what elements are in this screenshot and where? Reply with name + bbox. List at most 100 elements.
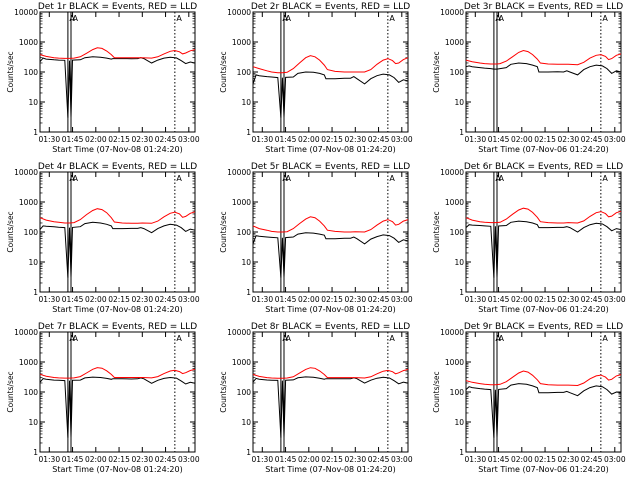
y-tick-label: 100 xyxy=(24,388,39,397)
x-axis-label: Start Time (07-Nov-08 01:24:20) xyxy=(265,465,395,474)
chart-title: Det 8r BLACK = Events, RED = LLD xyxy=(251,322,410,332)
y-tick-label: 1 xyxy=(246,448,251,457)
events-series-line xyxy=(465,383,622,438)
attenuator-marker: A xyxy=(495,14,501,23)
attenuator-marker: A xyxy=(282,14,288,23)
y-tick-label: 10000 xyxy=(227,8,251,17)
x-tick-label: 02:15 xyxy=(534,135,556,144)
attenuator-marker: A xyxy=(495,174,501,183)
x-axis-label: Start Time (07-Nov-08 01:24:20) xyxy=(52,465,182,474)
x-tick-label: 01:30 xyxy=(251,135,273,144)
x-tick-label: 02:00 xyxy=(298,135,320,144)
x-tick-label: 02:30 xyxy=(131,295,153,304)
attenuator-marker: A xyxy=(73,174,79,183)
x-tick-label: 02:45 xyxy=(581,455,603,464)
y-axis-label: Counts/sec xyxy=(432,211,441,252)
x-tick-label: 02:00 xyxy=(85,455,107,464)
y-tick-label: 10 xyxy=(241,418,251,427)
y-tick-label: 1000 xyxy=(445,38,464,47)
x-axis-label: Start Time (07-Nov-08 01:24:20) xyxy=(265,305,395,314)
x-tick-label: 03:00 xyxy=(604,135,626,144)
attenuator-marker: A xyxy=(69,174,75,183)
x-tick-label: 01:45 xyxy=(62,455,84,464)
attenuator-marker: A xyxy=(69,334,75,343)
x-tick-label: 02:45 xyxy=(155,135,177,144)
y-tick-label: 1 xyxy=(33,448,38,457)
y-tick-label: 10000 xyxy=(14,328,38,337)
chart-title: Det 4r BLACK = Events, RED = LLD xyxy=(38,162,197,172)
y-tick-label: 100 xyxy=(450,68,465,77)
x-tick-label: 02:15 xyxy=(534,295,556,304)
x-tick-label: 02:45 xyxy=(155,295,177,304)
lld-series-line xyxy=(465,49,622,66)
events-series-line xyxy=(39,56,196,118)
attenuator-marker: A xyxy=(495,334,501,343)
attenuator-marker: A xyxy=(602,174,608,183)
y-tick-label: 1 xyxy=(33,288,38,297)
events-series-line xyxy=(465,220,622,278)
y-tick-label: 100 xyxy=(237,228,252,237)
attenuator-marker: A xyxy=(602,334,608,343)
x-tick-label: 03:00 xyxy=(178,135,200,144)
y-tick-label: 10 xyxy=(28,418,38,427)
x-tick-label: 03:00 xyxy=(391,295,413,304)
attenuator-marker: A xyxy=(499,334,505,343)
chart-title: Det 3r BLACK = Events, RED = LLD xyxy=(464,2,623,12)
y-tick-label: 100 xyxy=(237,388,252,397)
chart-panel: Det 7r BLACK = Events, RED = LLD 1 10 100 10… xyxy=(6,322,200,474)
attenuator-marker: A xyxy=(286,14,292,23)
x-tick-label: 03:00 xyxy=(391,455,413,464)
y-tick-label: 1000 xyxy=(19,198,38,207)
x-tick-label: 02:30 xyxy=(131,135,153,144)
attenuator-marker: A xyxy=(176,174,182,183)
x-tick-label: 02:15 xyxy=(321,135,343,144)
x-tick-label: 01:45 xyxy=(275,135,297,144)
chart-title: Det 5r BLACK = Events, RED = LLD xyxy=(251,162,410,172)
x-tick-label: 02:45 xyxy=(368,295,390,304)
y-tick-label: 10000 xyxy=(440,168,464,177)
x-tick-label: 02:00 xyxy=(298,295,320,304)
y-axis-label: Counts/sec xyxy=(6,211,15,252)
x-tick-label: 02:45 xyxy=(368,135,390,144)
events-series-line xyxy=(39,376,196,438)
lld-series-line xyxy=(252,367,409,379)
attenuator-marker: A xyxy=(282,174,288,183)
chart-title: Det 6r BLACK = Events, RED = LLD xyxy=(464,162,623,172)
x-tick-label: 02:15 xyxy=(321,295,343,304)
y-tick-label: 100 xyxy=(237,68,252,77)
y-axis-label: Counts/sec xyxy=(6,371,15,412)
x-tick-label: 03:00 xyxy=(178,455,200,464)
attenuator-marker: A xyxy=(286,174,292,183)
attenuator-marker: A xyxy=(176,334,182,343)
x-tick-label: 02:30 xyxy=(557,295,579,304)
y-axis-label: Counts/sec xyxy=(432,51,441,92)
y-tick-label: 10 xyxy=(28,98,38,107)
attenuator-marker: A xyxy=(499,174,505,183)
attenuator-marker: A xyxy=(69,14,75,23)
x-tick-label: 02:45 xyxy=(155,455,177,464)
y-tick-label: 1 xyxy=(246,128,251,137)
x-tick-label: 02:15 xyxy=(108,135,130,144)
chart-panel: Det 5r BLACK = Events, RED = LLD 1 10 100 10… xyxy=(219,162,413,314)
y-tick-label: 10 xyxy=(454,98,464,107)
y-tick-label: 10 xyxy=(454,258,464,267)
x-tick-label: 01:45 xyxy=(488,135,510,144)
attenuator-marker: A xyxy=(73,334,79,343)
x-tick-label: 01:30 xyxy=(464,295,486,304)
x-axis-label: Start Time (07-Nov-06 01:24:20) xyxy=(478,465,608,474)
y-tick-label: 1 xyxy=(459,128,464,137)
y-axis-label: Counts/sec xyxy=(432,371,441,412)
y-tick-label: 100 xyxy=(450,228,465,237)
chart-title: Det 9r BLACK = Events, RED = LLD xyxy=(464,322,623,332)
attenuator-marker: A xyxy=(176,14,182,23)
x-tick-label: 02:15 xyxy=(108,295,130,304)
x-tick-label: 02:30 xyxy=(557,135,579,144)
x-tick-label: 01:45 xyxy=(275,455,297,464)
y-tick-label: 100 xyxy=(24,68,39,77)
chart-panel: Det 6r BLACK = Events, RED = LLD 1 10 100 10… xyxy=(432,162,626,314)
y-tick-label: 1000 xyxy=(19,358,38,367)
x-tick-label: 02:00 xyxy=(511,135,533,144)
y-tick-label: 100 xyxy=(24,228,39,237)
chart-panel: Det 9r BLACK = Events, RED = LLD 1 10 100 10… xyxy=(432,322,626,474)
